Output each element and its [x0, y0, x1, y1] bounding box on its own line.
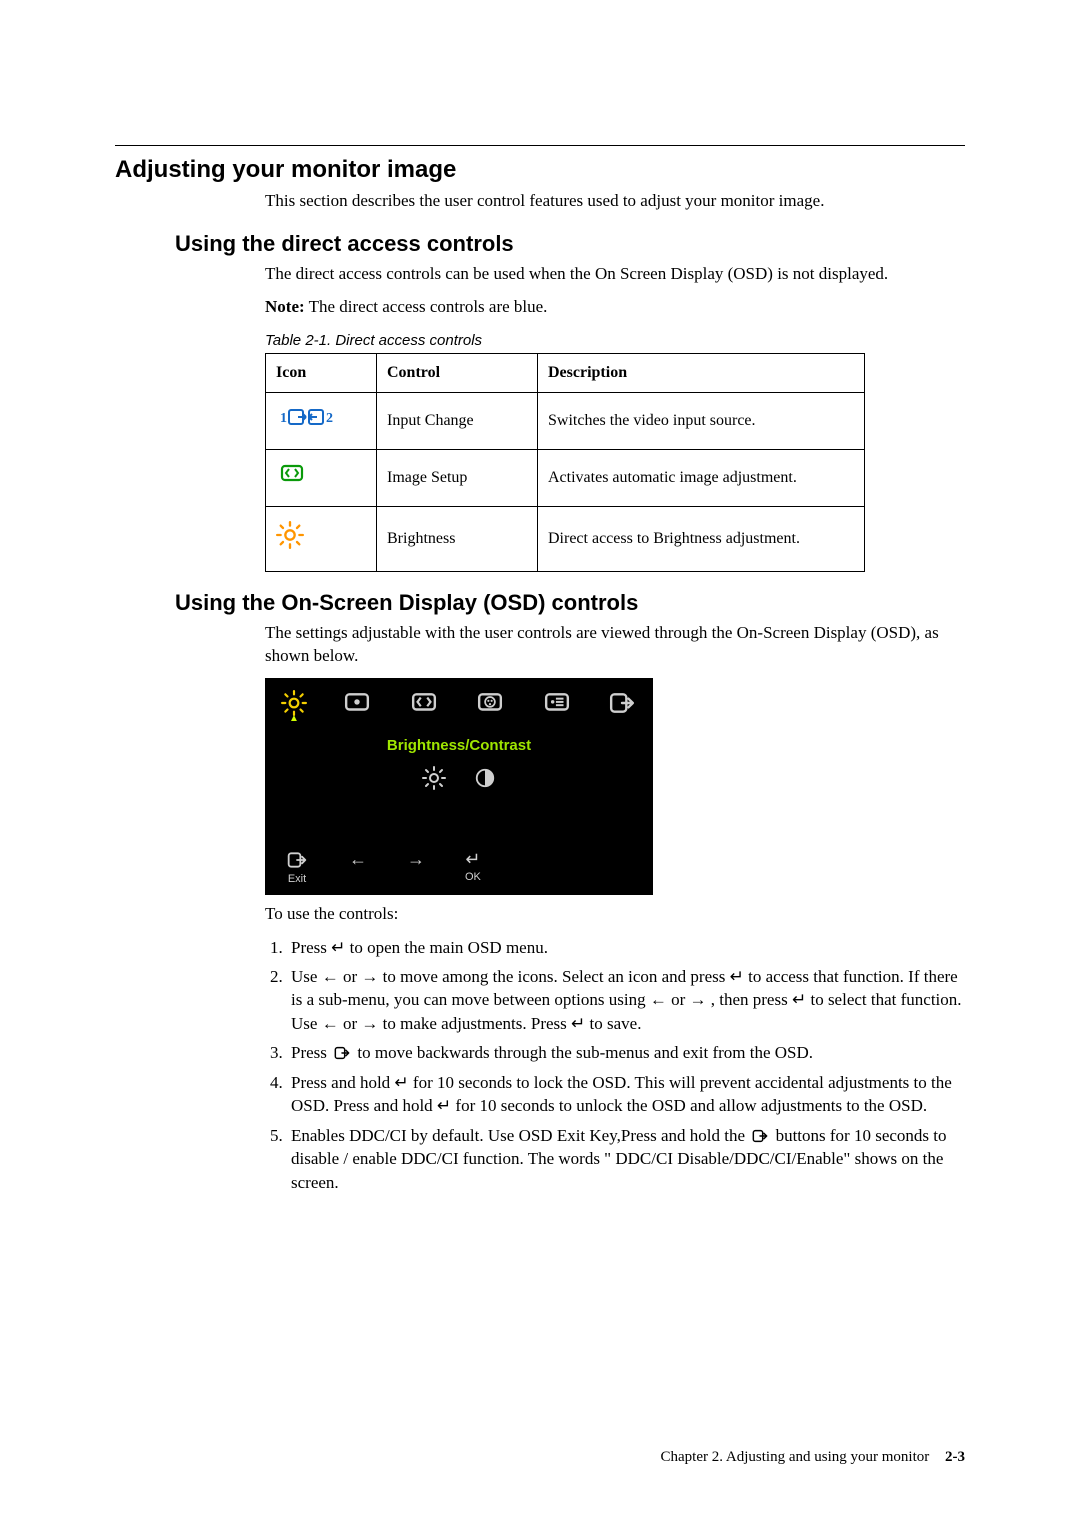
- col-control: Control: [377, 354, 538, 393]
- input-change-label: Input Change: [377, 392, 538, 449]
- osd-exit-label: Exit: [288, 872, 306, 887]
- osd-menu-icons: ▲: [279, 688, 639, 720]
- table-row: 1 2 Input Change Switches the video inpu…: [266, 392, 865, 449]
- direct-access-table: Icon Control Description 1 2 Input Chang…: [265, 353, 865, 572]
- steps-list: Press ↵ to open the main OSD menu. Use ←…: [265, 936, 965, 1195]
- table-header-row: Icon Control Description: [266, 354, 865, 393]
- osd-icon-color: [473, 690, 507, 716]
- col-description: Description: [538, 354, 865, 393]
- osd-submenu-icons: [279, 766, 639, 790]
- intro-text: This section describes the user control …: [265, 190, 965, 213]
- heading-direct-access: Using the direct access controls: [175, 231, 965, 257]
- image-setup-icon: [266, 449, 377, 506]
- col-icon: Icon: [266, 354, 377, 393]
- image-setup-label: Image Setup: [377, 449, 538, 506]
- left-arrow-icon: ←: [650, 990, 667, 1009]
- step-4: Press and hold ↵ for 10 seconds to lock …: [287, 1071, 965, 1118]
- note-line: Note: The direct access controls are blu…: [265, 296, 965, 319]
- osd-intro: The settings adjustable with the user co…: [265, 622, 965, 668]
- direct-access-text: The direct access controls can be used w…: [265, 263, 965, 286]
- osd-sub-contrast-icon: [474, 767, 496, 789]
- enter-icon: ↵: [571, 1014, 585, 1033]
- enter-icon: ↵: [331, 938, 345, 957]
- osd-icon-exit: [607, 690, 637, 716]
- left-arrow-icon: ←: [322, 1014, 339, 1033]
- document-page: Adjusting your monitor image This sectio…: [0, 0, 1080, 1528]
- heading-osd: Using the On-Screen Display (OSD) contro…: [175, 590, 965, 616]
- brightness-label: Brightness: [377, 506, 538, 571]
- footer-page-number: 2-3: [945, 1449, 965, 1465]
- left-arrow-icon: ←: [322, 967, 339, 986]
- osd-icon-options: [540, 690, 574, 716]
- osd-bottom-row: Exit ← → ↵ OK: [279, 850, 639, 887]
- osd-right-button: →: [407, 850, 425, 868]
- enter-icon: ↵: [730, 967, 744, 986]
- right-arrow-icon: →: [361, 1014, 378, 1033]
- osd-icon-brightness: ▲: [281, 690, 307, 716]
- page-footer: Chapter 2. Adjusting and using your moni…: [661, 1449, 965, 1466]
- input-change-icon: 1 2: [266, 392, 377, 449]
- svg-text:2: 2: [326, 411, 333, 426]
- exit-icon: [749, 1128, 771, 1144]
- top-rule: [115, 145, 965, 146]
- enter-icon: ↵: [465, 850, 480, 868]
- osd-sub-brightness-icon: [422, 766, 446, 790]
- step-5: Enables DDC/CI by default. Use OSD Exit …: [287, 1124, 965, 1194]
- enter-icon: ↵: [437, 1096, 451, 1115]
- brightness-icon: [266, 506, 377, 571]
- heading-adjusting: Adjusting your monitor image: [115, 156, 965, 184]
- enter-icon: ↵: [792, 990, 806, 1009]
- footer-chapter: Chapter 2. Adjusting and using your moni…: [661, 1449, 930, 1465]
- note-label: Note:: [265, 297, 305, 316]
- osd-panel: ▲ Brightness/Contrast Exit ← →: [265, 678, 653, 895]
- table-row: Brightness Direct access to Brightness a…: [266, 506, 865, 571]
- osd-ok-button: ↵ OK: [465, 850, 481, 885]
- note-text: The direct access controls are blue.: [305, 297, 548, 316]
- table-row: Image Setup Activates automatic image ad…: [266, 449, 865, 506]
- exit-icon: [331, 1045, 353, 1061]
- step-3: Press to move backwards through the sub-…: [287, 1041, 965, 1064]
- image-setup-desc: Activates automatic image adjustment.: [538, 449, 865, 506]
- svg-text:1: 1: [280, 411, 287, 426]
- table-caption: Table 2-1. Direct access controls: [265, 331, 965, 351]
- osd-icon-position: [340, 690, 374, 716]
- exit-icon: [285, 850, 309, 870]
- osd-ok-label: OK: [465, 870, 481, 885]
- right-arrow-icon: →: [361, 967, 378, 986]
- step-1: Press ↵ to open the main OSD menu.: [287, 936, 965, 959]
- brightness-desc: Direct access to Brightness adjustment.: [538, 506, 865, 571]
- to-use-label: To use the controls:: [265, 903, 965, 926]
- enter-icon: ↵: [394, 1073, 408, 1092]
- input-change-desc: Switches the video input source.: [538, 392, 865, 449]
- right-arrow-icon: →: [690, 990, 707, 1009]
- step-2: Use ← or → to move among the icons. Sele…: [287, 965, 965, 1035]
- osd-left-button: ←: [349, 850, 367, 868]
- osd-icon-image-setup: [407, 690, 441, 716]
- osd-title: Brightness/Contrast: [279, 736, 639, 756]
- osd-exit-button: Exit: [285, 850, 309, 887]
